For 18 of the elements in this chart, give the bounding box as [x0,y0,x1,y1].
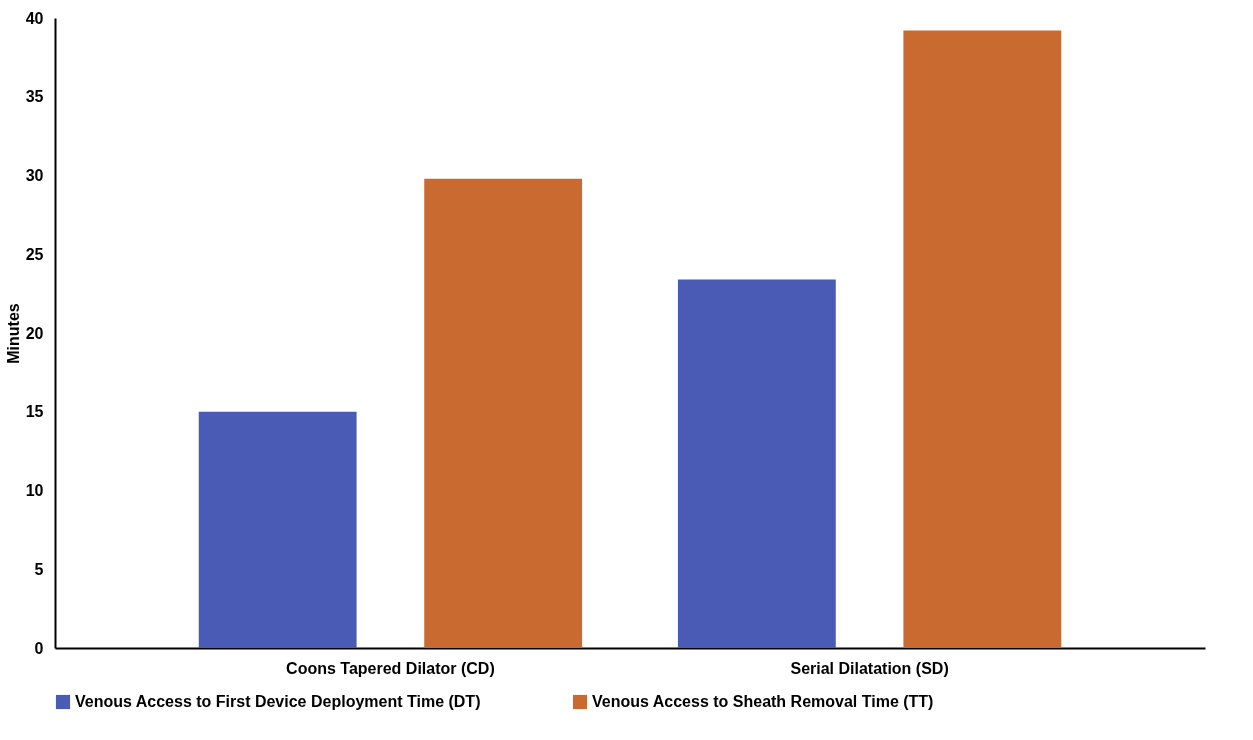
x-tick-label: Serial Dilatation (SD) [790,659,949,677]
y-axis-title: Minutes [4,303,22,364]
y-tick-label: 35 [25,88,44,106]
y-tick-label: 30 [25,167,44,184]
y-tick-label: 10 [25,482,44,499]
y-tick-label: 25 [25,245,44,263]
y-tick-label: 15 [25,403,44,421]
bar [424,178,583,648]
bar [198,411,357,648]
x-tick-label: Coons Tapered Dilator (CD) [286,659,495,677]
y-tick-label: 40 [25,9,44,27]
y-tick-label: 5 [34,560,44,578]
legend-label: Venous Access to First Device Deployment Time (DT) [75,693,481,710]
bar [677,279,836,648]
legend-label: Venous Access to Sheath Removal Time (TT) [592,693,934,710]
y-tick-label: 0 [34,639,44,657]
y-tick-label: 20 [25,324,44,342]
bar [903,30,1062,648]
